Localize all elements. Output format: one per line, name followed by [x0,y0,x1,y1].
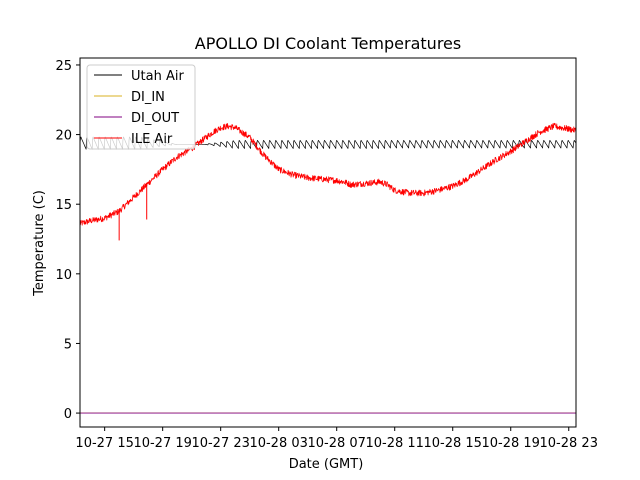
legend: Utah Air DI_IN DI_OUT ILE Air [86,64,196,150]
legend-entry-di-out: DI_OUT [94,111,179,126]
y-tick-label-3: 15 [55,198,72,213]
legend-entry-utah-air: Utah Air [94,69,184,84]
y-tick-label-4: 20 [55,129,72,144]
x-axis-ticks: 10-27 15 10-27 19 10-27 23 10-28 03 10-28 07… [75,427,598,451]
plot-frame [79,57,577,428]
x-tick-label-8: 10-28 23 [540,436,598,451]
x-tick-label-1: 10-27 19 [133,436,191,451]
y-axis-label: Temperature (C) [32,190,47,297]
x-tick-label-4: 10-28 07 [307,436,365,451]
x-tick-label-0: 10-27 15 [75,436,133,451]
x-axis-label: Date (GMT) [289,457,364,472]
x-tick-label-2: 10-27 23 [191,436,249,451]
legend-entry-di-in: DI_IN [94,90,165,105]
x-tick-label-5: 10-28 11 [365,436,423,451]
y-tick-label-2: 10 [55,268,72,283]
x-tick-label-7: 10-28 19 [482,436,540,451]
legend-label-ile-air: ILE Air [131,132,173,147]
legend-entry-ile-air: ILE Air [94,132,173,147]
y-tick-label-0: 0 [64,407,72,422]
y-tick-label-1: 5 [64,337,72,352]
legend-entries: Utah Air DI_IN DI_OUT ILE Air [94,69,184,147]
y-tick-label-5: 25 [55,59,72,74]
x-tick-label-3: 10-28 03 [249,436,307,451]
legend-label-utah-air: Utah Air [131,69,184,84]
x-tick-label-6: 10-28 15 [423,436,481,451]
legend-label-di-in: DI_IN [131,90,165,105]
y-axis-ticks: 0 5 10 15 20 25 [55,59,80,422]
legend-label-di-out: DI_OUT [131,111,179,126]
legend-box [86,64,196,150]
chart-title: APOLLO DI Coolant Temperatures [195,34,461,53]
series-ile-air [79,122,577,226]
series-layer [79,122,577,414]
